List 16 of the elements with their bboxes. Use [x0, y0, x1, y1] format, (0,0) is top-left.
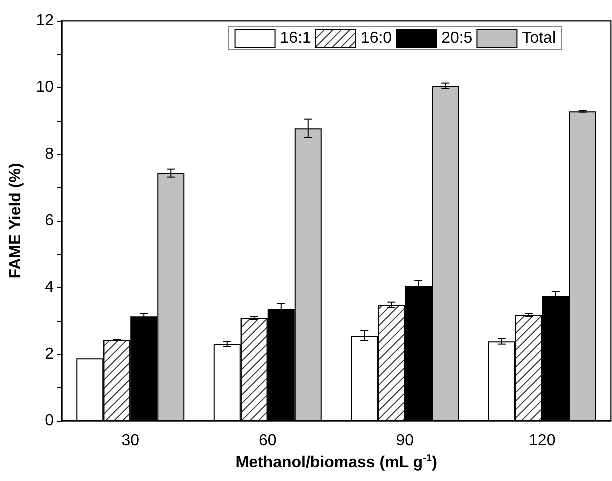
- legend-label: 16:1: [280, 30, 312, 47]
- y-tick-label: 8: [45, 146, 54, 163]
- legend-label: 16:0: [360, 30, 392, 47]
- y-tick-label: 10: [36, 79, 54, 96]
- y-axis-title: FAME Yield (%): [8, 163, 24, 279]
- y-tick-label: 0: [45, 412, 54, 430]
- x-tick-label: 30: [122, 432, 140, 450]
- legend-label: 20:5: [442, 30, 473, 47]
- x-tick-label: 120: [529, 432, 556, 450]
- legend-label: Total: [522, 30, 556, 47]
- y-tick-label: 2: [45, 346, 54, 363]
- y-tick-label: 6: [45, 212, 54, 230]
- x-tick-label: 90: [396, 432, 414, 450]
- y-tick-label: 12: [36, 12, 54, 30]
- x-tick-label: 60: [258, 432, 277, 450]
- y-tick-label: 4: [45, 279, 54, 296]
